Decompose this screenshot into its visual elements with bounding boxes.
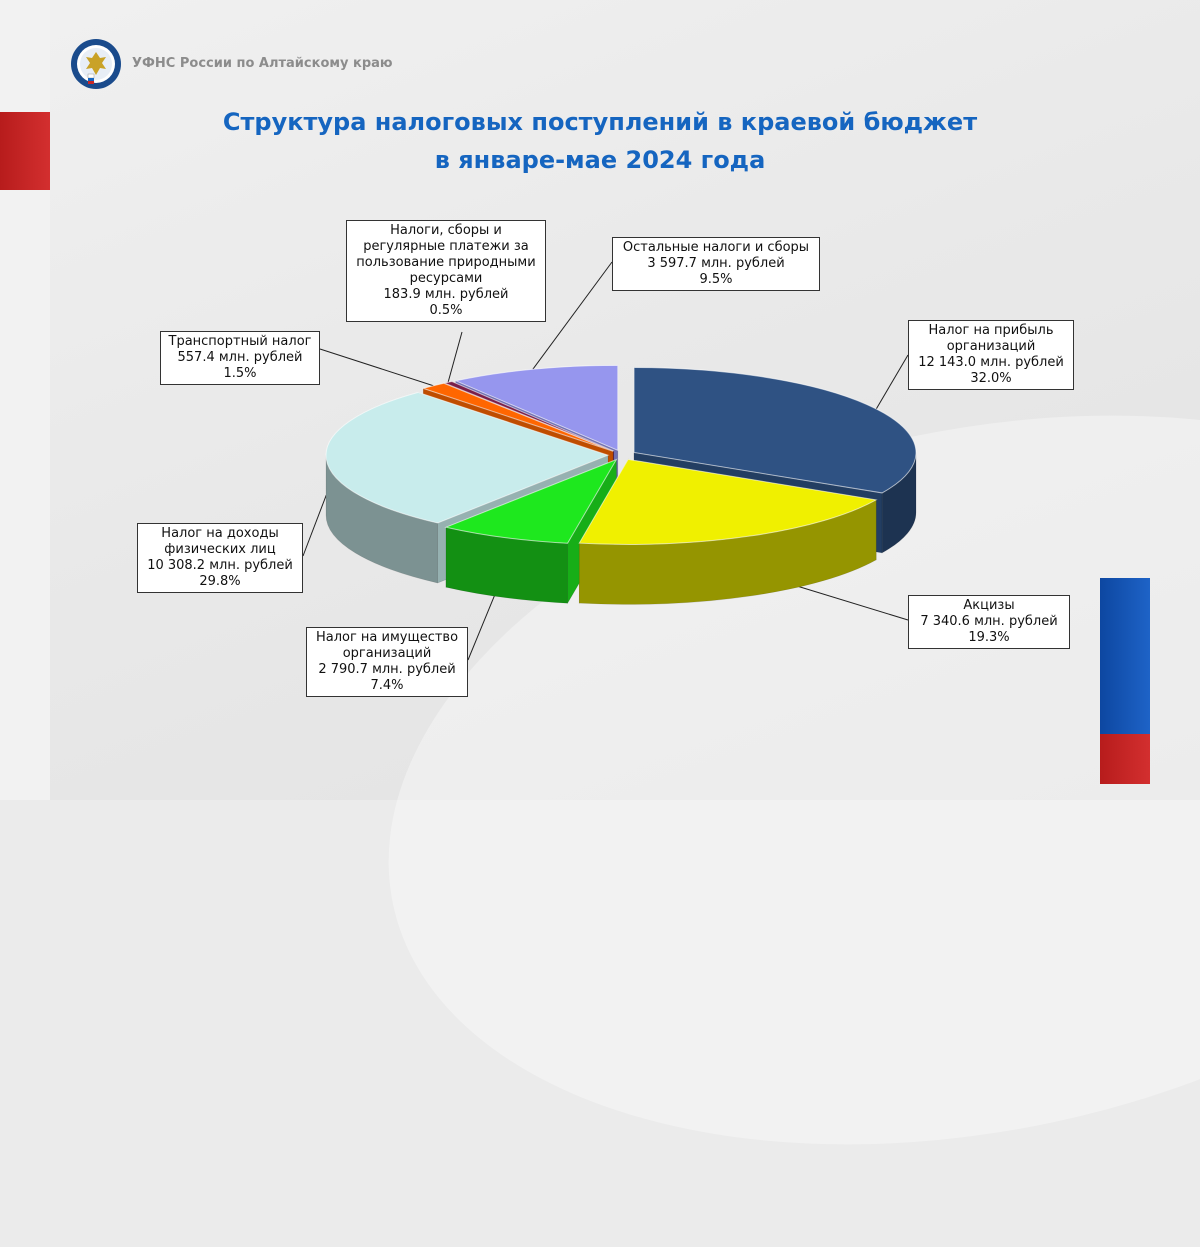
leader-line-resources	[447, 331, 463, 383]
label-resources-tax-line-2: регулярные платежи за	[363, 239, 529, 254]
label-transport-tax-percent: 1.5%	[223, 366, 257, 381]
label-transport-tax-value: 557.4 млн. рублей	[177, 350, 303, 365]
label-ndfl-line-1: Налог на доходы	[161, 526, 279, 541]
label-resources-tax-line-4: ресурсами	[409, 271, 483, 286]
label-resources-tax: Налоги, сборы и регулярные платежи за по…	[346, 220, 546, 322]
label-ndfl-line-2: физических лиц	[164, 542, 276, 557]
label-property-tax-line-1: Налог на имущество	[315, 630, 459, 645]
leader-line-other	[532, 261, 613, 370]
label-ndfl-value: 10 308.2 млн. рублей	[147, 558, 293, 573]
pie-slice-2	[444, 458, 618, 544]
label-property-tax-value: 2 790.7 млн. рублей	[318, 662, 456, 677]
label-property-tax: Налог на имущество организаций 2 790.7 м…	[306, 627, 468, 697]
label-profit-tax-line-1: Налог на прибыль	[928, 323, 1054, 338]
slide-background	[50, 0, 1200, 800]
leader-line-transport	[319, 348, 434, 387]
pie-slice-5	[442, 380, 614, 452]
pie-slice-3	[325, 391, 610, 524]
label-other-taxes: Остальные налоги и сборы 3 597.7 млн. ру…	[612, 237, 820, 291]
chart-title-line-2: в январе-мае 2024 года	[434, 146, 766, 174]
label-resources-tax-line-1: Налоги, сборы и	[390, 223, 502, 238]
fns-emblem-icon	[71, 39, 121, 89]
chart-title-line-1: Структура налоговых поступлений в краево…	[222, 108, 978, 136]
org-name: УФНС России по Алтайскому краю	[132, 56, 393, 71]
pie-chart	[302, 261, 917, 661]
label-property-tax-percent: 7.4%	[370, 678, 404, 693]
blue-accent-bar-right	[1100, 578, 1150, 734]
pie-slice-0	[633, 366, 917, 494]
label-resources-tax-value: 183.9 млн. рублей	[383, 287, 509, 302]
pie-slice-1	[578, 458, 878, 545]
label-transport-tax-line-1: Транспортный налог	[168, 334, 312, 349]
leader-line-profit	[875, 354, 909, 410]
label-other-taxes-line-1: Остальные налоги и сборы	[622, 240, 810, 255]
label-excise-value: 7 340.6 млн. рублей	[920, 614, 1058, 629]
label-property-tax-line-2: организаций	[342, 646, 432, 661]
label-other-taxes-value: 3 597.7 млн. рублей	[647, 256, 785, 271]
label-resources-tax-percent: 0.5%	[429, 303, 463, 318]
label-other-taxes-percent: 9.5%	[699, 272, 733, 287]
label-excise-percent: 19.3%	[968, 630, 1010, 645]
label-profit-tax-line-2: организаций	[946, 339, 1036, 354]
label-profit-tax-value: 12 143.0 млн. рублей	[918, 355, 1064, 370]
label-transport-tax: Транспортный налог 557.4 млн. рублей 1.5…	[160, 331, 320, 385]
red-accent-bar-left	[0, 112, 50, 190]
label-profit-tax: Налог на прибыль организаций 12 143.0 мл…	[908, 320, 1074, 390]
label-profit-tax-percent: 32.0%	[970, 371, 1012, 386]
label-ndfl-percent: 29.8%	[199, 574, 241, 589]
pie-slices	[325, 364, 917, 605]
label-excise: Акцизы 7 340.6 млн. рублей 19.3%	[908, 595, 1070, 649]
leader-line-ndfl	[302, 494, 327, 557]
label-excise-line-1: Акцизы	[963, 598, 1015, 613]
pie-slice-6	[454, 364, 619, 452]
label-ndfl: Налог на доходы физических лиц 10 308.2 …	[137, 523, 303, 593]
label-resources-tax-line-3: пользование природными	[356, 255, 536, 270]
red-accent-bar-right	[1100, 734, 1150, 784]
